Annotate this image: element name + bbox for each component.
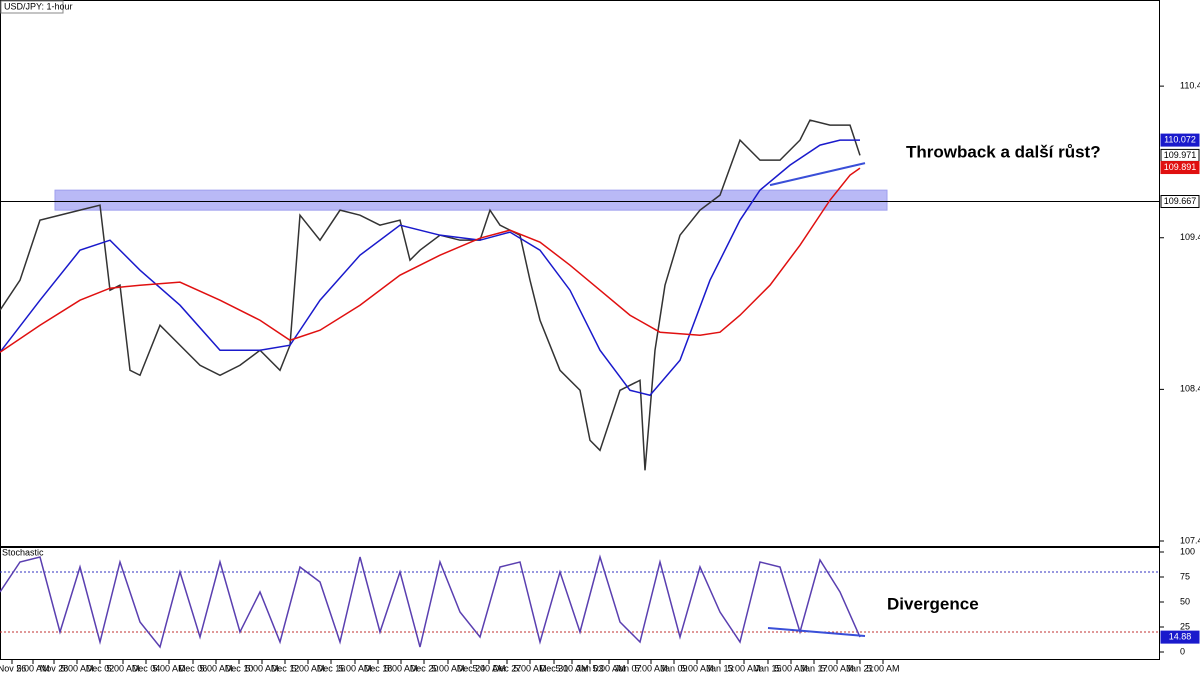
resistance-zone [54, 189, 888, 211]
series-line [0, 554, 861, 649]
x-tick-label: 5:00 AM [16, 663, 49, 673]
x-tick-label: 5:00 AM [245, 663, 278, 673]
title-box [0, 0, 64, 14]
x-tick-label: Dec 06 [179, 663, 208, 673]
annotation: Divergence [887, 594, 979, 613]
x-tick-label: Dec 16 [317, 663, 346, 673]
x-tick-label: Dec 31 [540, 663, 569, 673]
price-frame [0, 0, 1160, 547]
y-tick-label: 50 [1180, 596, 1190, 606]
x-tick-label: 5:00 AM [106, 663, 139, 673]
x-tick-label: 5:00 AM [634, 663, 667, 673]
x-tick-label: 5:00 AM [291, 663, 324, 673]
x-tick-label: Dec 12 [271, 663, 300, 673]
price-tag [1160, 161, 1200, 175]
price-tag-label: 109.667 [1164, 196, 1197, 206]
x-tick-label: 5:00 AM [555, 663, 588, 673]
x-tick-label: Dec 20 [410, 663, 439, 673]
y-tick-label: 108.428 [1180, 384, 1200, 394]
price-tag [1160, 133, 1200, 147]
y-tick-label: 100 [1180, 546, 1195, 556]
chart-title: USD/JPY: 1-hour [4, 1, 73, 11]
annotation: Throwback a další růst? [906, 142, 1101, 161]
x-tick-label: 5:00 AM [431, 663, 464, 673]
x-tick-label: 5:00 AM [774, 663, 807, 673]
x-tick-label: Dec 02 [86, 663, 115, 673]
x-tick-label: Nov 26 [0, 663, 26, 673]
x-tick-label: 5:00 AM [199, 663, 232, 673]
price-tag-label: 109.891 [1164, 162, 1197, 172]
y-tick-label: 75 [1180, 571, 1190, 581]
x-tick-label: 5:00 AM [384, 663, 417, 673]
x-tick-label: Dec 27 [493, 663, 522, 673]
trendline [767, 627, 866, 637]
x-tick-label: Dec 04 [132, 663, 161, 673]
y-tick-label: 0 [1180, 646, 1185, 656]
x-tick-label: Dec 10 [225, 663, 254, 673]
x-tick-label: Jan 15 [754, 663, 781, 673]
trendline [769, 162, 866, 187]
stoch-frame [0, 547, 1160, 660]
y-tick-label: 107.428 [1180, 535, 1200, 545]
x-tick-label: Jan 07 [614, 663, 641, 673]
x-tick-label: Jan 13 [706, 663, 733, 673]
panel-title: Stochastic [2, 547, 44, 557]
x-tick-label: 5:00 AM [513, 663, 546, 673]
x-tick-label: 5:00 AM [680, 663, 713, 673]
x-tick-label: Jan 03 [576, 663, 603, 673]
x-tick-label: Nov 28 [40, 663, 69, 673]
x-tick-label: 5:00 AM [820, 663, 853, 673]
price-tag-label: 110.072 [1164, 134, 1196, 144]
x-tick-label: Jan 21 [846, 663, 873, 673]
y-tick-label: 25 [1180, 621, 1190, 631]
x-tick-label: 5:00 AM [152, 663, 185, 673]
x-tick-label: Jan 17 [800, 663, 827, 673]
price-tag-label: 109.971 [1164, 150, 1197, 160]
y-tick-label: 110.428 [1180, 80, 1200, 90]
x-tick-label: 5:00 AM [338, 663, 371, 673]
x-tick-label: 5:00 AM [60, 663, 93, 673]
series-line [0, 119, 861, 471]
price-tag [1160, 195, 1200, 209]
x-tick-label: 5:00 AM [592, 663, 625, 673]
x-tick-label: Dec 18 [364, 663, 393, 673]
price-tag [1160, 630, 1200, 644]
series-line [0, 167, 861, 353]
y-tick-label: 109.428 [1180, 232, 1200, 242]
price-tag-label: 14.88 [1169, 631, 1192, 641]
x-tick-label: Jan 09 [660, 663, 687, 673]
series-line [0, 139, 860, 397]
x-tick-label: 5:00 AM [472, 663, 505, 673]
x-tick-label: 5:00 AM [866, 663, 899, 673]
x-tick-label: Dec 24 [457, 663, 486, 673]
x-tick-label: 5:00 AM [727, 663, 760, 673]
